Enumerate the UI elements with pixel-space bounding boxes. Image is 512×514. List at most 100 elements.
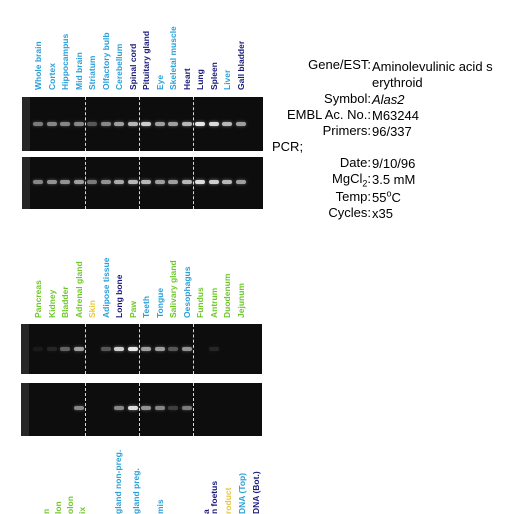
lane-label-partial: n	[41, 508, 51, 514]
gel-band	[46, 180, 57, 184]
symbol-value: Alas2	[372, 92, 405, 107]
lane-label: Fundus	[195, 287, 205, 318]
lane-divider	[85, 97, 87, 151]
gel-band	[235, 180, 246, 184]
gel-band	[73, 180, 84, 184]
gel-band	[46, 347, 57, 351]
gel-band	[154, 406, 165, 410]
primers-key: Primers:	[322, 123, 371, 138]
gel-band	[222, 122, 232, 126]
lane-divider	[193, 383, 195, 436]
lane-divider	[193, 324, 195, 374]
gel-band	[114, 406, 124, 410]
lane-divider	[193, 97, 195, 151]
gel-band	[87, 122, 97, 126]
gel-band	[127, 406, 138, 410]
gel-image-panel-1-bottom	[22, 157, 263, 209]
lane-divider	[85, 383, 87, 436]
lane-label: Antrum	[208, 287, 219, 318]
date-value: 9/10/96	[372, 156, 416, 171]
gel-band	[208, 122, 219, 126]
gel-band	[141, 347, 151, 351]
lane-divider	[139, 157, 141, 209]
embl-value: M63244	[372, 108, 419, 123]
gel-image-panel-1-top	[22, 97, 263, 151]
temp-value: 55oC	[372, 188, 401, 205]
gel-band	[114, 347, 124, 351]
pcr-label: PCR;	[272, 139, 304, 154]
gel-band	[60, 122, 70, 126]
lane-divider	[139, 383, 141, 436]
gel-band	[60, 180, 70, 184]
gene-value: Aminolevulinic acid s	[372, 59, 493, 74]
gel-band	[168, 406, 178, 410]
lane-label: Tongue	[154, 287, 165, 318]
lane-label: Teeth	[141, 295, 151, 318]
gel-band	[222, 180, 232, 184]
lane-label: Kidney	[46, 289, 57, 318]
gene-value-line-2: erythroid	[372, 75, 423, 90]
lane-label: Skin	[87, 300, 97, 318]
gel-band	[73, 347, 84, 351]
lane-label: Bladder	[60, 286, 70, 318]
lane-divider	[85, 324, 87, 374]
lane-label-partial: lon	[53, 501, 63, 514]
gel-band	[33, 122, 43, 126]
symbol-key: Symbol:	[324, 91, 371, 106]
gel-band	[100, 122, 111, 126]
gel-band	[46, 122, 57, 126]
lane-label-partial: olon	[65, 496, 75, 514]
lane-label-partial: ix	[77, 506, 87, 514]
mgcl2-key: MgCl2:	[332, 171, 371, 189]
lane-label: Jejunum	[235, 283, 246, 318]
gel-band	[181, 406, 192, 410]
gel-band	[181, 347, 192, 351]
cycles-key: Cycles:	[328, 205, 371, 220]
gel-band	[195, 180, 205, 184]
experiment-info: Gene/EST: Aminolevulinic acid s erythroi…	[0, 0, 512, 240]
lane-label-partial: gland preg.	[131, 468, 141, 514]
lane-label-partial: gland non-preg.	[113, 449, 123, 514]
lane-label: Paw	[127, 300, 138, 318]
gel-image-panel-2-top	[21, 324, 262, 374]
lane-label-partial: DNA (Bot.)	[251, 471, 261, 514]
date-key: Date:	[339, 155, 371, 170]
lane-label: Adipose tissue	[100, 257, 111, 318]
gel-band	[154, 180, 165, 184]
lane-label: Duodenum	[222, 273, 232, 318]
gel-band	[114, 122, 124, 126]
lane-label: Adrenal gland	[73, 261, 84, 318]
gel-band	[127, 122, 138, 126]
gel-band	[87, 180, 97, 184]
embl-key: EMBL Ac. No.:	[286, 107, 371, 122]
gel-band	[168, 122, 178, 126]
gel-band	[141, 180, 151, 184]
gel-band	[154, 347, 165, 351]
temp-key: Temp:	[335, 189, 371, 204]
gel-band	[114, 180, 124, 184]
lane-label-partial: DNA (Top)	[237, 472, 247, 514]
gel-band	[141, 406, 151, 410]
gel-band	[100, 180, 111, 184]
lane-label: Salivary gland	[168, 260, 178, 318]
gel-band	[181, 122, 192, 126]
gel-band	[181, 180, 192, 184]
lane-divider	[85, 157, 87, 209]
gel-band	[168, 347, 178, 351]
gel-band	[127, 180, 138, 184]
gel-band	[154, 122, 165, 126]
lane-divider	[139, 324, 141, 374]
mgcl2-value: 3.5 mM	[372, 172, 416, 187]
lane-label: Pancreas	[33, 280, 43, 318]
gel-band	[195, 122, 205, 126]
gel-image-panel-2-bottom	[21, 383, 262, 436]
gel-band	[235, 122, 246, 126]
cycles-value: x35	[372, 206, 393, 221]
gel-band	[60, 347, 70, 351]
gel-band	[100, 347, 111, 351]
gel-band	[208, 180, 219, 184]
primers-value: 96/337	[372, 124, 412, 139]
gel-band	[208, 347, 219, 351]
gel-band	[73, 406, 84, 410]
lane-label: Oesophagus	[181, 266, 192, 318]
